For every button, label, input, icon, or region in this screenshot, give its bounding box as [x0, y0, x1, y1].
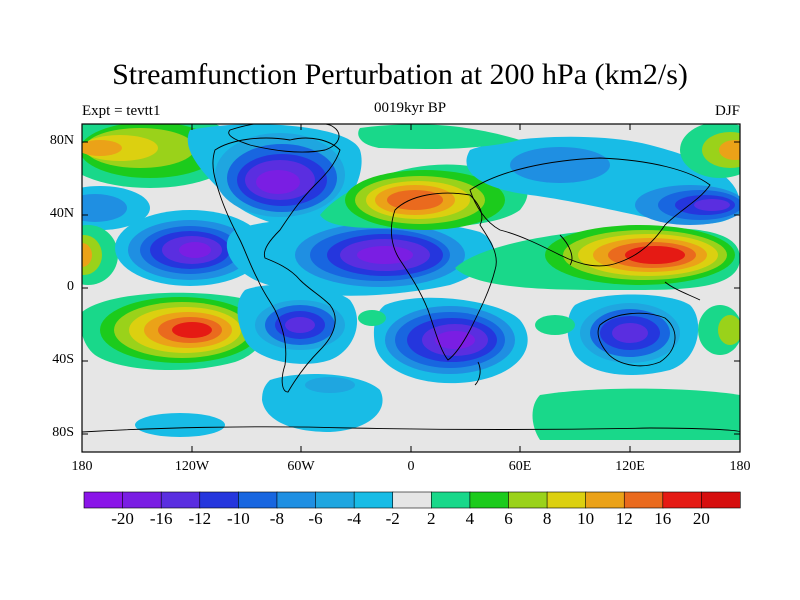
anomaly-south-america-negative: [237, 284, 358, 364]
streamfunction-field: [82, 124, 740, 452]
colorbar-label: 20: [692, 509, 710, 528]
lon-ticks: [81, 124, 741, 452]
anomaly-southern-ocean-positive: [358, 305, 740, 440]
coastlines: [82, 124, 740, 433]
colorbar-swatch: [238, 491, 278, 509]
colorbar-label: -4: [347, 509, 362, 528]
colorbar-swatch: [508, 491, 548, 509]
colorbar-label: 6: [504, 509, 513, 528]
lon-label-0: 0: [407, 459, 415, 474]
anomaly-central-pacific-negative: [115, 210, 265, 286]
anomaly-north-america-negative: [187, 124, 362, 228]
anomaly-asia-subtropical-positive: [455, 225, 740, 291]
lon-label-60e: 60E: [508, 459, 532, 474]
lon-label-60w: 60W: [287, 459, 315, 474]
lon-label-120e: 120E: [615, 459, 645, 474]
colorbar-swatch: [392, 491, 432, 509]
asia-coastline: [469, 157, 711, 267]
colorbar-label: 12: [615, 509, 633, 528]
colorbar-label: 4: [465, 509, 475, 528]
lon-label-120w: 120W: [174, 459, 210, 474]
lon-label-180w: 180: [71, 459, 93, 474]
colorbar-label: -16: [149, 509, 173, 528]
americas-coastline: [212, 137, 341, 393]
anomaly-europe-positive: [320, 164, 528, 230]
india-coastline: [559, 234, 573, 266]
colorbar-swatch: [469, 491, 510, 509]
colorbar-swatch: [662, 491, 703, 509]
lat-ticks: [82, 141, 740, 435]
indonesia-coastline: [664, 281, 701, 301]
colorbar-swatch: [315, 491, 355, 509]
anomaly-southern-ocean-negative: [135, 374, 383, 437]
colorbar-label: 16: [654, 509, 672, 528]
lat-label-80s: 80S: [52, 425, 74, 440]
lat-label-40n: 40N: [49, 206, 74, 221]
season-label: DJF: [714, 103, 740, 119]
colorbar-swatch: [430, 491, 471, 509]
colorbar-swatch: [122, 491, 162, 509]
colorbar-label: -8: [269, 509, 284, 528]
colorbar-swatch: [623, 491, 664, 509]
period-label: 0019kyr BP: [373, 100, 447, 116]
lat-label-40s: 40S: [52, 352, 74, 367]
antarctica-coastline: [82, 426, 740, 433]
colorbar-label: 10: [577, 509, 595, 528]
colorbar-swatch: [160, 491, 201, 509]
colorbar-swatch: [701, 491, 741, 509]
colorbar-swatch: [83, 491, 124, 509]
colorbar-label: 8: [542, 509, 552, 528]
madagascar-coastline: [474, 361, 481, 386]
lon-label-180e: 180: [729, 459, 751, 474]
colorbar-swatch: [585, 491, 625, 509]
colorbar-swatch: [353, 491, 394, 509]
australia-coastline: [597, 312, 676, 367]
anomaly-west-edge-positive: [82, 225, 118, 285]
anomaly-west-edge-negative: [82, 186, 150, 230]
anomaly-south-africa-negative: [373, 297, 528, 384]
anomaly-australia-negative: [567, 294, 699, 375]
map-title: Streamfunction Perturbation at 200 hPa (…: [112, 58, 688, 91]
colorbar-label: -12: [188, 509, 212, 528]
lat-label-80n: 80N: [49, 133, 74, 148]
colorbar-label: -10: [227, 509, 250, 528]
anomaly-asia-north-negative: [466, 136, 740, 225]
colorbar-swatch: [199, 491, 239, 509]
lat-label-0: 0: [67, 279, 74, 294]
colorbar-label: 2: [427, 509, 436, 528]
anomaly-arctic-positive: [358, 124, 740, 178]
colorbar: [83, 491, 741, 509]
colorbar-swatch: [276, 491, 317, 509]
colorbar-swatch: [546, 491, 587, 509]
colorbar-label: -2: [385, 509, 400, 528]
anomaly-south-pacific-positive: [82, 292, 266, 371]
colorbar-label: -6: [308, 509, 323, 528]
greenland-coastline: [228, 124, 340, 153]
anomaly-atlantic-negative: [226, 217, 494, 296]
experiment-label: Expt = tevtt1: [82, 103, 161, 119]
colorbar-label: -20: [111, 509, 134, 528]
